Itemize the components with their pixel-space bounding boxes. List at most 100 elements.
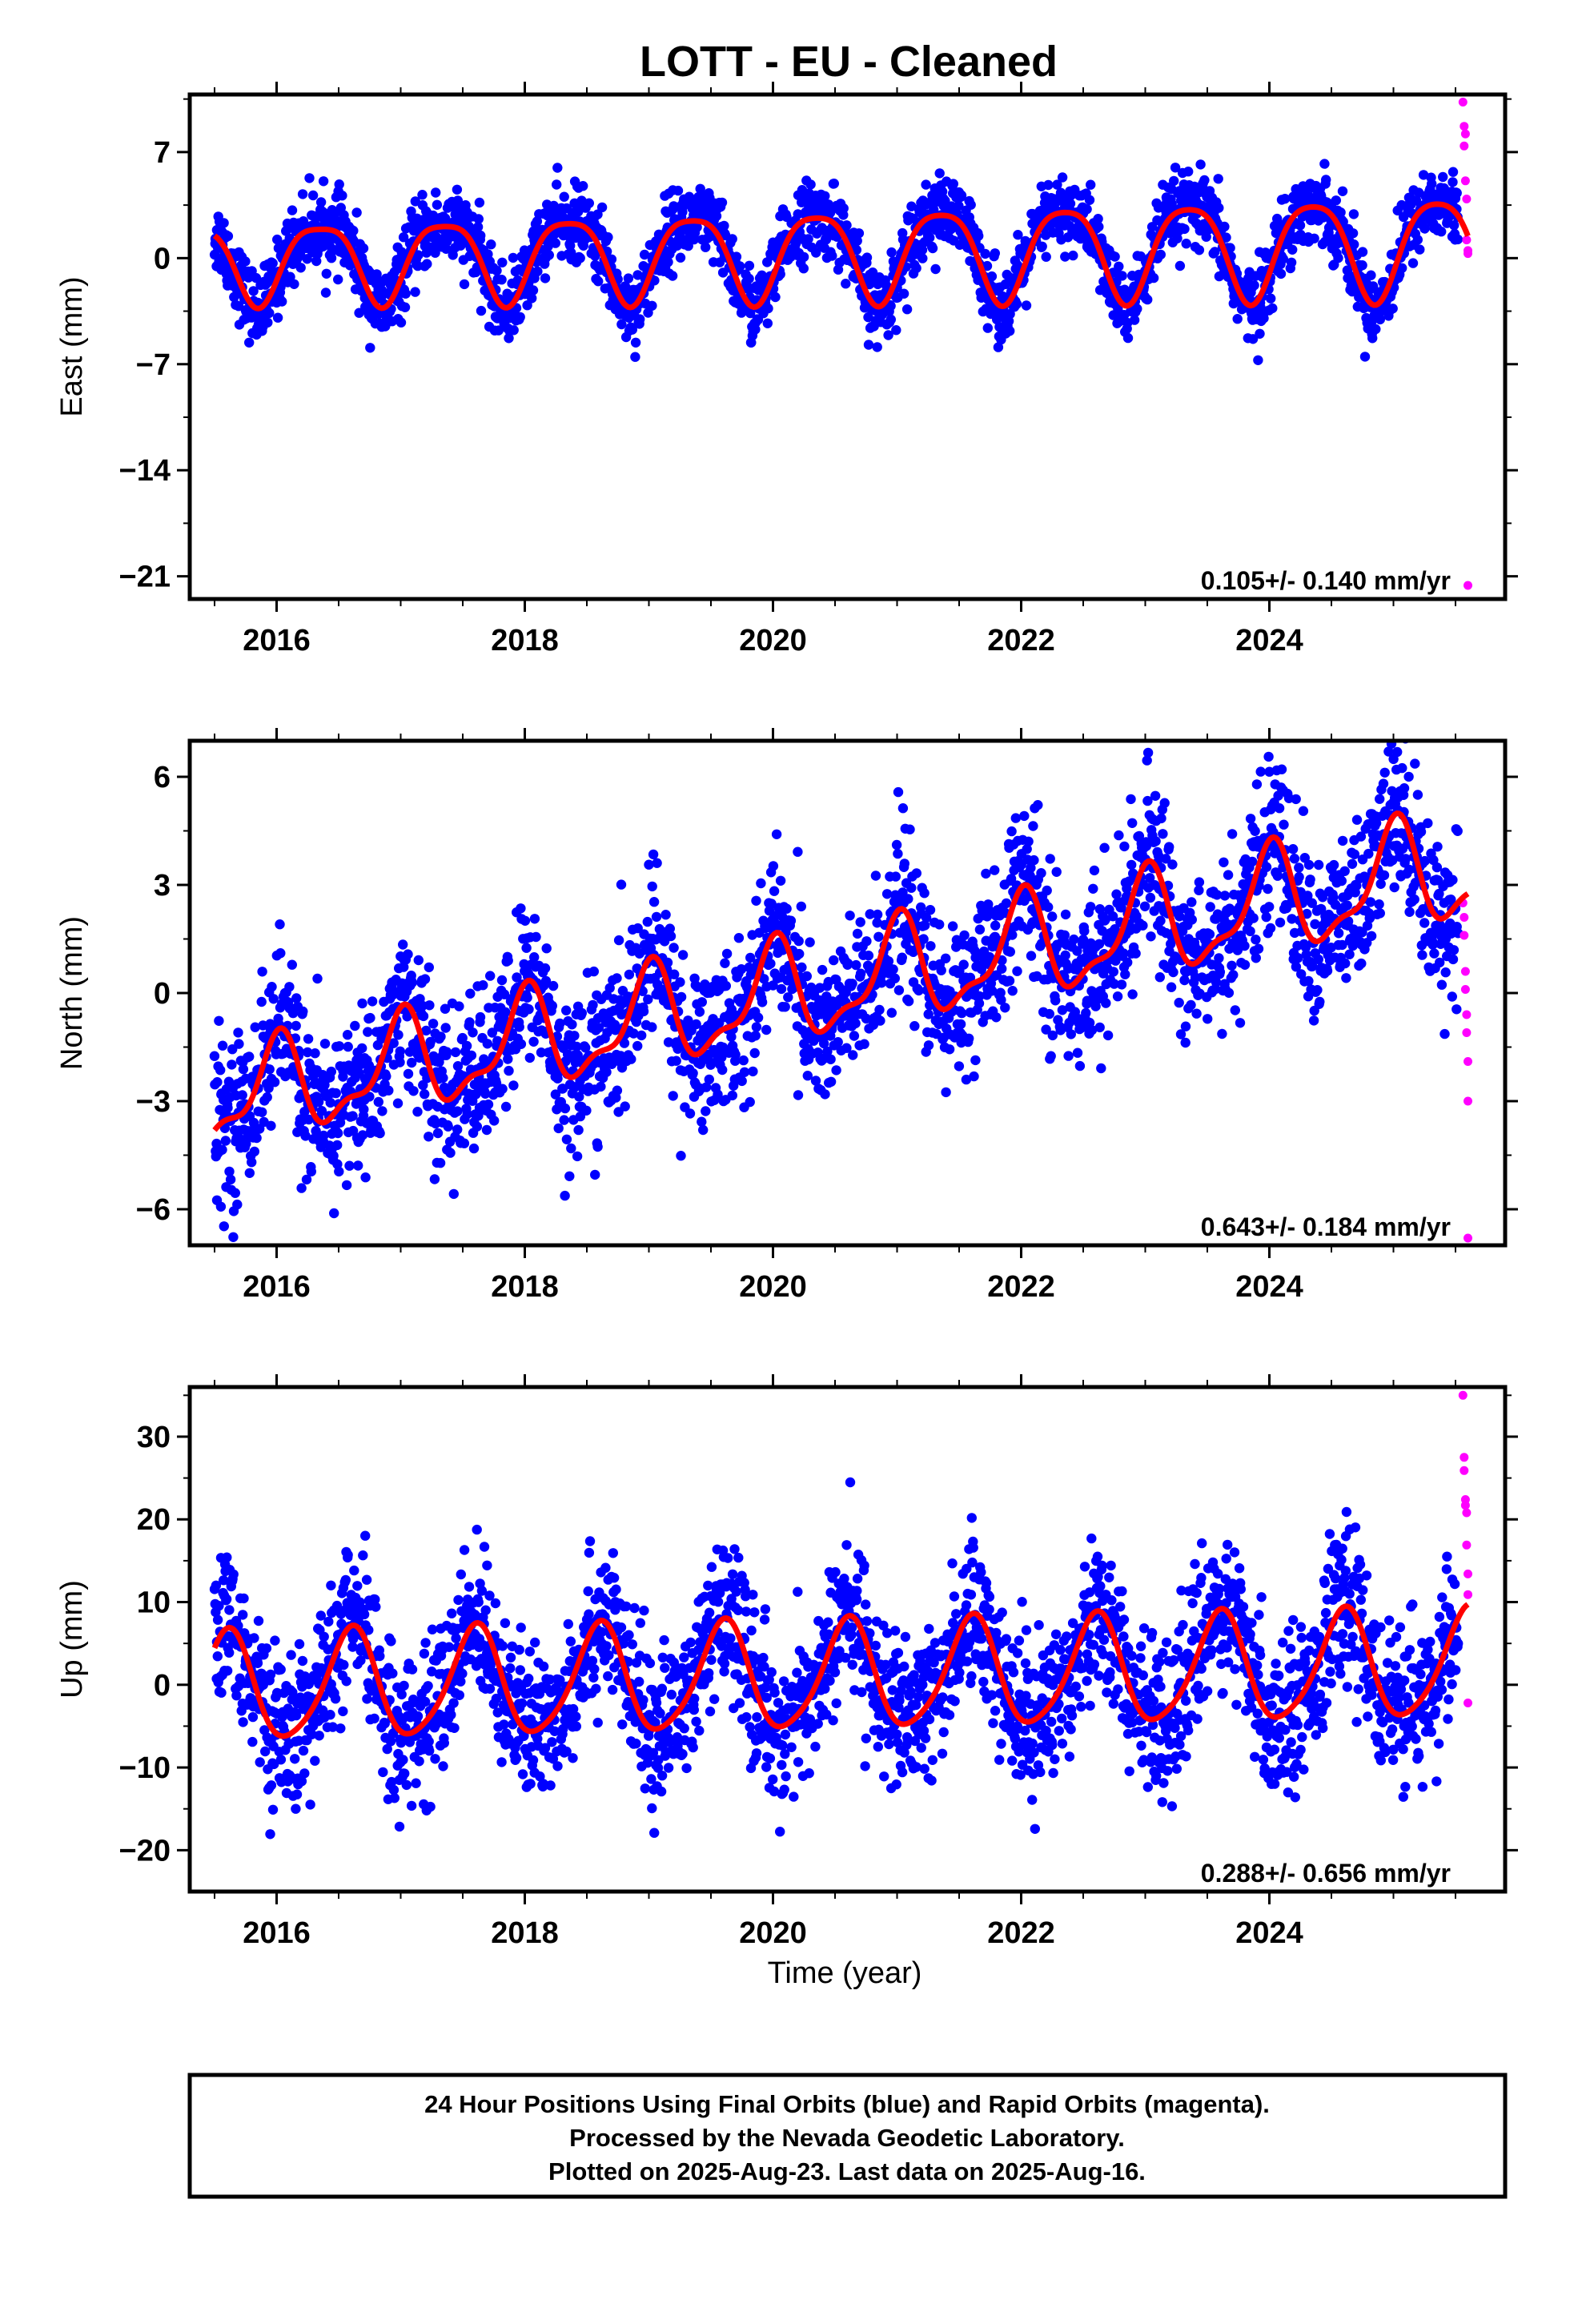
east-final-point	[1267, 303, 1278, 314]
north-final-point	[619, 1038, 630, 1048]
east-final-point	[1357, 247, 1368, 257]
north-final-point	[244, 1168, 255, 1179]
east-rapid-point	[1462, 195, 1472, 203]
east-final-point	[575, 253, 585, 263]
north-final-point	[1263, 751, 1274, 762]
north-final-point	[1051, 866, 1062, 878]
north-final-point	[601, 1067, 612, 1078]
east-final-point	[1166, 199, 1177, 209]
east-final-point	[1335, 207, 1346, 218]
east-final-point	[639, 249, 650, 260]
east-y-tick-label: −21	[119, 561, 171, 594]
north-final-point	[581, 1105, 592, 1116]
east-final-point	[1427, 179, 1437, 189]
north-final-point	[1217, 1028, 1227, 1039]
east-final-point	[863, 312, 873, 323]
north-final-point	[266, 1120, 276, 1132]
north-final-point	[1305, 875, 1315, 885]
north-final-point	[529, 914, 540, 924]
north-final-point	[944, 1044, 955, 1055]
north-final-point	[802, 1071, 813, 1081]
north-final-point	[251, 1132, 262, 1144]
east-final-point	[422, 259, 432, 269]
north-final-point	[1010, 813, 1022, 823]
north-final-point	[223, 1103, 233, 1113]
east-final-point	[630, 337, 641, 348]
east-final-point	[647, 300, 657, 311]
east-final-point	[861, 252, 873, 263]
east-final-point	[246, 312, 257, 323]
north-final-point	[757, 997, 768, 1007]
east-final-point	[431, 187, 441, 198]
east-final-point	[1148, 272, 1159, 283]
north-final-point	[984, 951, 995, 963]
east-final-point	[841, 279, 851, 289]
east-final-point	[365, 343, 375, 353]
north-final-point	[267, 982, 277, 992]
north-final-point	[528, 1036, 539, 1047]
north-final-point	[249, 1146, 259, 1157]
east-final-point	[885, 300, 896, 312]
north-final-point	[287, 959, 297, 970]
north-final-point	[1223, 870, 1234, 880]
north-final-point	[473, 1111, 484, 1121]
north-final-point	[737, 1076, 747, 1087]
north-final-point	[418, 1011, 429, 1022]
east-final-point	[248, 286, 259, 296]
north-final-point	[268, 994, 279, 1004]
north-final-point	[889, 973, 901, 983]
north-final-point	[820, 1089, 830, 1100]
north-final-point	[1089, 865, 1100, 876]
north-final-point	[441, 1047, 452, 1057]
north-final-point	[1001, 898, 1012, 909]
north-final-point	[1186, 915, 1198, 925]
east-final-point	[285, 271, 295, 282]
north-final-point	[1046, 1051, 1056, 1061]
east-final-point	[584, 198, 594, 208]
north-final-point	[1287, 914, 1297, 924]
east-final-point	[522, 300, 532, 311]
east-final-point	[1278, 254, 1289, 264]
east-final-point	[841, 220, 852, 231]
north-final-point	[1108, 967, 1119, 977]
north-final-point	[452, 1106, 463, 1116]
north-final-point	[1096, 1063, 1106, 1074]
north-final-point	[1251, 953, 1262, 963]
north-final-point	[482, 1039, 492, 1049]
north-final-point	[303, 1034, 314, 1044]
north-final-point	[1186, 999, 1196, 1011]
east-final-point	[990, 248, 1001, 259]
north-final-point	[529, 952, 540, 963]
north-final-point	[883, 956, 894, 967]
north-final-point	[576, 1007, 587, 1019]
north-final-point	[751, 895, 761, 907]
north-final-point	[675, 977, 685, 987]
north-final-point	[432, 1128, 444, 1139]
north-final-point	[959, 930, 970, 941]
north-final-point	[727, 1090, 737, 1101]
north-final-point	[652, 858, 662, 868]
north-final-point	[395, 1046, 405, 1057]
north-final-point	[648, 849, 659, 860]
north-final-point	[1047, 911, 1058, 922]
north-final-point	[793, 846, 803, 857]
east-final-point	[1021, 300, 1032, 311]
north-final-point	[1227, 829, 1238, 839]
north-final-point	[730, 1049, 741, 1060]
east-final-point	[1181, 239, 1191, 249]
north-final-point	[1214, 953, 1224, 963]
north-final-point	[217, 1144, 227, 1155]
east-final-point	[413, 250, 424, 260]
north-final-point	[1310, 919, 1320, 930]
east-final-point	[432, 199, 443, 210]
north-final-point	[870, 870, 881, 881]
north-final-point	[1228, 970, 1239, 980]
north-final-point	[424, 1000, 435, 1011]
east-final-point	[898, 288, 909, 299]
east-final-point	[497, 257, 508, 267]
north-final-point	[861, 1013, 872, 1024]
north-final-point	[332, 1159, 343, 1169]
north-final-point	[1275, 917, 1286, 928]
north-final-point	[215, 1201, 227, 1212]
east-final-point	[632, 270, 643, 280]
